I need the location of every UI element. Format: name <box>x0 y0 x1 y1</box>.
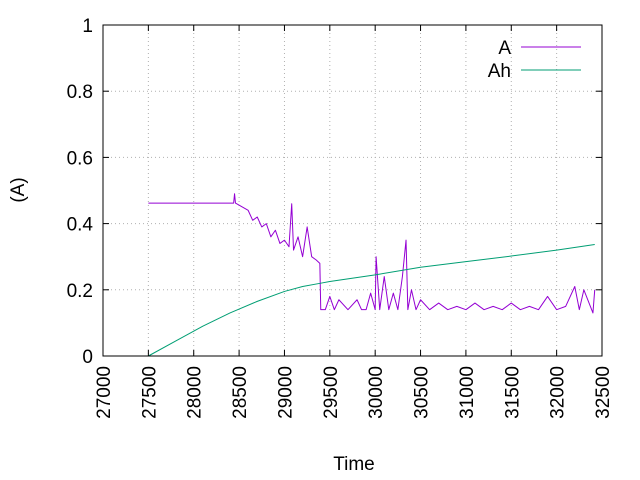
x-tick-label: 32000 <box>548 366 569 419</box>
y-tick-label: 1 <box>82 16 93 37</box>
series-a-line <box>148 193 596 314</box>
x-tick-label: 31000 <box>457 366 478 419</box>
legend: A Ah <box>488 38 581 82</box>
axis-ticks <box>102 24 603 357</box>
series-layer <box>148 193 596 357</box>
legend-label-a: A <box>498 38 511 59</box>
x-tick-label: 29500 <box>321 366 342 419</box>
y-axis-label: (A) <box>8 177 29 202</box>
series-ah-line <box>148 243 595 357</box>
x-tick-label: 27000 <box>94 366 115 419</box>
x-tick-label: 30500 <box>412 366 433 419</box>
x-tick-label: 30000 <box>366 366 387 419</box>
x-tick-label: 31500 <box>502 366 523 419</box>
x-tick-label: 28500 <box>230 366 251 419</box>
x-axis-label: Time <box>333 454 375 475</box>
x-tick-label: 32500 <box>593 366 614 419</box>
legend-label-ah: Ah <box>488 61 511 82</box>
x-tick-label: 29000 <box>275 366 296 419</box>
x-tick-label: 27500 <box>139 366 160 419</box>
y-tick-label: 0.2 <box>67 281 93 302</box>
y-tick-label: 0.8 <box>67 82 93 103</box>
plot-frame <box>102 24 603 357</box>
tick-labels: 27000 27500 28000 28500 29000 29500 30000 30500… <box>67 16 614 419</box>
y-tick-label: 0.6 <box>67 148 93 169</box>
y-tick-label: 0.4 <box>67 215 94 236</box>
y-tick-label: 0 <box>82 347 93 368</box>
x-tick-label: 28000 <box>185 366 206 419</box>
